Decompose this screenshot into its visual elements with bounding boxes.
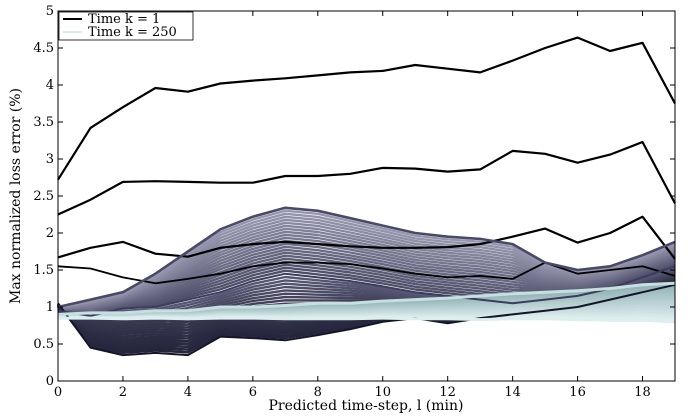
legend-label-k250: Time k = 250 xyxy=(88,25,177,40)
x-tick-label: 18 xyxy=(634,385,651,400)
band-curve xyxy=(57,224,676,310)
y-tick-label: 3.5 xyxy=(33,115,54,130)
series-line xyxy=(57,206,676,309)
series-line xyxy=(57,215,676,260)
y-axis-label: Max normalized loss error (%) xyxy=(8,88,24,304)
y-tick-label: 0.5 xyxy=(33,337,54,352)
series-line xyxy=(57,36,676,181)
y-tick-label: 1.5 xyxy=(33,263,54,278)
x-tick-label: 0 xyxy=(54,385,62,400)
band-curve xyxy=(57,248,676,312)
y-tick-label: 2 xyxy=(46,226,54,241)
band-curve xyxy=(57,251,676,312)
series-line xyxy=(57,265,676,317)
band-curve xyxy=(57,236,676,310)
series-line xyxy=(57,261,676,285)
y-tick-label: 0 xyxy=(46,374,54,389)
y-tick-label: 2.5 xyxy=(33,189,54,204)
band-curve xyxy=(57,221,676,309)
label-layer: 0 2 4 6 8 10 12 14 16 18 0 0.5 1 1.5 2 2.5 3 3.5 4 4.5 5 xyxy=(33,4,650,400)
x-tick-label: 10 xyxy=(374,385,391,400)
y-tick-label: 1 xyxy=(46,300,54,315)
legend-box xyxy=(58,11,194,41)
x-tick-label: 2 xyxy=(119,385,127,400)
series-line xyxy=(58,316,676,324)
y-tick-label: 4 xyxy=(46,78,54,93)
x-tick-label: 8 xyxy=(314,385,322,400)
legend: Time k = 1 Time k = 250 xyxy=(58,11,194,41)
y-tick-label: 3 xyxy=(46,152,54,167)
y-tick-label: 4.5 xyxy=(33,41,54,56)
x-tick-label: 12 xyxy=(439,385,456,400)
x-axis-label: Predicted time-step, l (min) xyxy=(269,398,464,414)
series-line xyxy=(57,140,676,216)
band-curve xyxy=(58,245,676,311)
series-line xyxy=(57,283,676,357)
x-tick-label: 6 xyxy=(249,385,257,400)
tick-layer xyxy=(57,10,675,382)
band-curve xyxy=(57,242,676,311)
series-line xyxy=(57,281,676,316)
x-tick-label: 4 xyxy=(184,385,192,400)
x-tick-label: 16 xyxy=(569,385,586,400)
series-layer xyxy=(57,36,676,357)
x-tick-label: 14 xyxy=(504,385,521,400)
band-curve xyxy=(57,218,676,309)
legend-label-k1: Time k = 1 xyxy=(88,12,160,27)
y-tick-label: 5 xyxy=(46,4,54,19)
